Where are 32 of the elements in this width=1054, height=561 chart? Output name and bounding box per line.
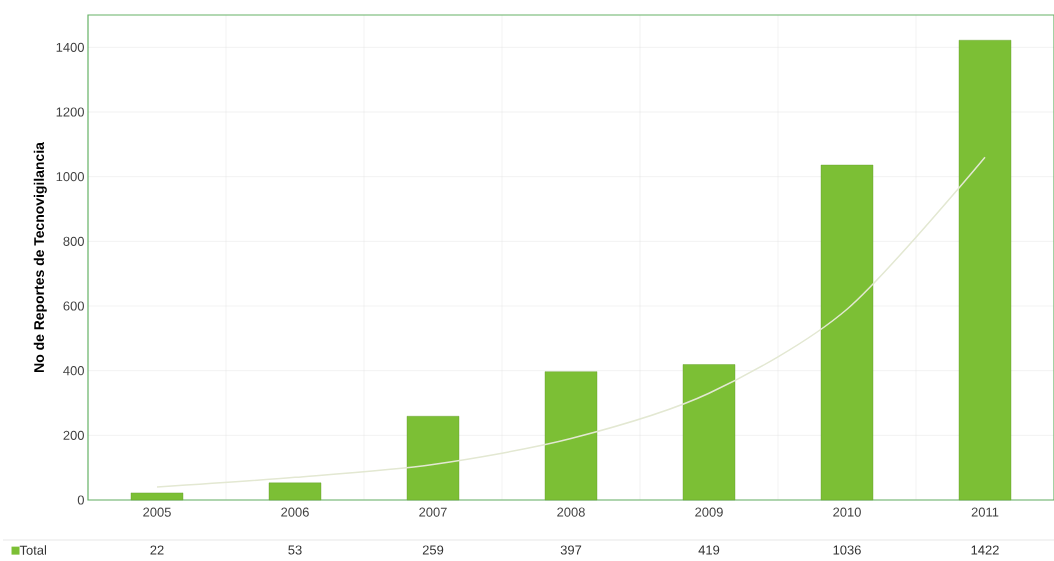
x-tick-label: 2010 bbox=[833, 507, 861, 517]
data-label: 22 bbox=[150, 545, 164, 555]
x-tick-label: 2011 bbox=[971, 507, 999, 517]
data-label: 1036 bbox=[833, 545, 861, 555]
y-tick-label: 400 bbox=[63, 366, 84, 376]
x-tick-label: 2008 bbox=[557, 507, 585, 517]
data-label: 397 bbox=[560, 545, 582, 555]
bar bbox=[130, 492, 184, 501]
x-tick-label: 2007 bbox=[419, 507, 447, 517]
y-tick-label: 200 bbox=[63, 430, 84, 440]
bar bbox=[406, 416, 460, 501]
bar bbox=[820, 164, 874, 501]
y-axis-title: No de Reportes de Tecnovigilancia bbox=[33, 142, 47, 372]
y-tick-label: 1200 bbox=[56, 107, 84, 117]
line-series bbox=[156, 156, 986, 488]
x-tick-label: 2006 bbox=[281, 507, 309, 517]
bar bbox=[682, 364, 736, 501]
bar bbox=[268, 482, 322, 501]
data-label: 259 bbox=[422, 545, 444, 555]
data-label: 419 bbox=[698, 545, 720, 555]
y-tick-label: 800 bbox=[63, 236, 84, 246]
bar bbox=[958, 40, 1012, 501]
y-tick-label: 1000 bbox=[56, 172, 84, 182]
y-tick-label: 600 bbox=[63, 301, 84, 311]
bar bbox=[544, 371, 598, 501]
x-tick-label: 2009 bbox=[695, 507, 723, 517]
x-tick-label: 2005 bbox=[143, 507, 171, 517]
legend-label: Total bbox=[19, 545, 47, 555]
data-label: 53 bbox=[288, 545, 302, 555]
y-tick-label: 0 bbox=[77, 495, 84, 505]
data-label: 1422 bbox=[971, 545, 999, 555]
y-tick-label: 1400 bbox=[56, 42, 84, 52]
